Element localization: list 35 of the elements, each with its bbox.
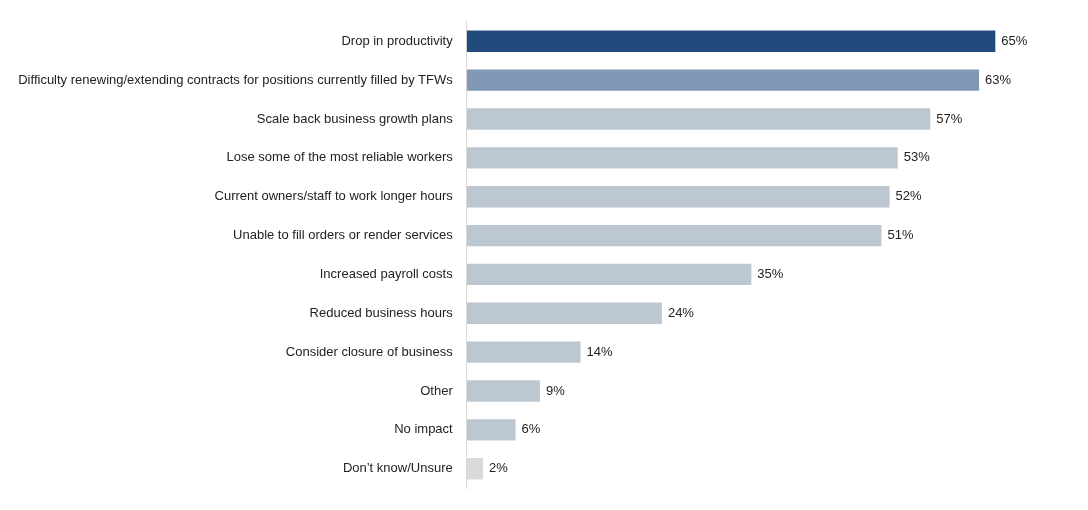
data-label: 9% bbox=[545, 382, 566, 398]
data-label: 53% bbox=[903, 149, 931, 165]
bar bbox=[466, 341, 581, 363]
y-tick-label: Unable to fill orders or render services bbox=[233, 227, 454, 243]
y-tick-label: Drop in productivity bbox=[341, 32, 454, 48]
y-tick-label: Don’t know/Unsure bbox=[342, 460, 453, 476]
y-tick-label: Difficulty renewing/extending contracts for positions currently filled by TFWs bbox=[18, 71, 454, 87]
y-tick-label: Scale back business growth plans bbox=[256, 110, 454, 126]
y-tick-label: No impact bbox=[394, 421, 454, 437]
y-tick-label: Consider closure of business bbox=[285, 343, 454, 359]
bar bbox=[466, 263, 752, 286]
data-label: 63% bbox=[985, 71, 1012, 87]
bar bbox=[466, 380, 540, 402]
y-tick-label: Increased payroll costs bbox=[319, 266, 454, 282]
y-tick-label: Reduced business hours bbox=[309, 304, 454, 320]
y-tick-label: Current owners/staff to work longer hours bbox=[214, 188, 454, 204]
data-label: 24% bbox=[667, 304, 695, 320]
y-tick-label: Lose some of the most reliable workers bbox=[226, 149, 454, 165]
bar bbox=[466, 224, 882, 247]
data-label: 51% bbox=[887, 227, 914, 243]
bar bbox=[466, 147, 898, 169]
data-label: 57% bbox=[936, 110, 963, 126]
data-label: 52% bbox=[895, 188, 923, 204]
bar bbox=[466, 186, 890, 208]
bar bbox=[466, 419, 516, 441]
y-tick-label: Other bbox=[420, 382, 454, 398]
data-label: 35% bbox=[757, 266, 784, 282]
data-label: 6% bbox=[521, 421, 541, 437]
bar bbox=[466, 30, 996, 52]
bar bbox=[466, 108, 931, 130]
data-label: 14% bbox=[586, 343, 614, 359]
data-label: 2% bbox=[488, 460, 509, 476]
data-label: 65% bbox=[1001, 32, 1028, 48]
bar bbox=[466, 69, 980, 91]
bar bbox=[466, 302, 662, 324]
